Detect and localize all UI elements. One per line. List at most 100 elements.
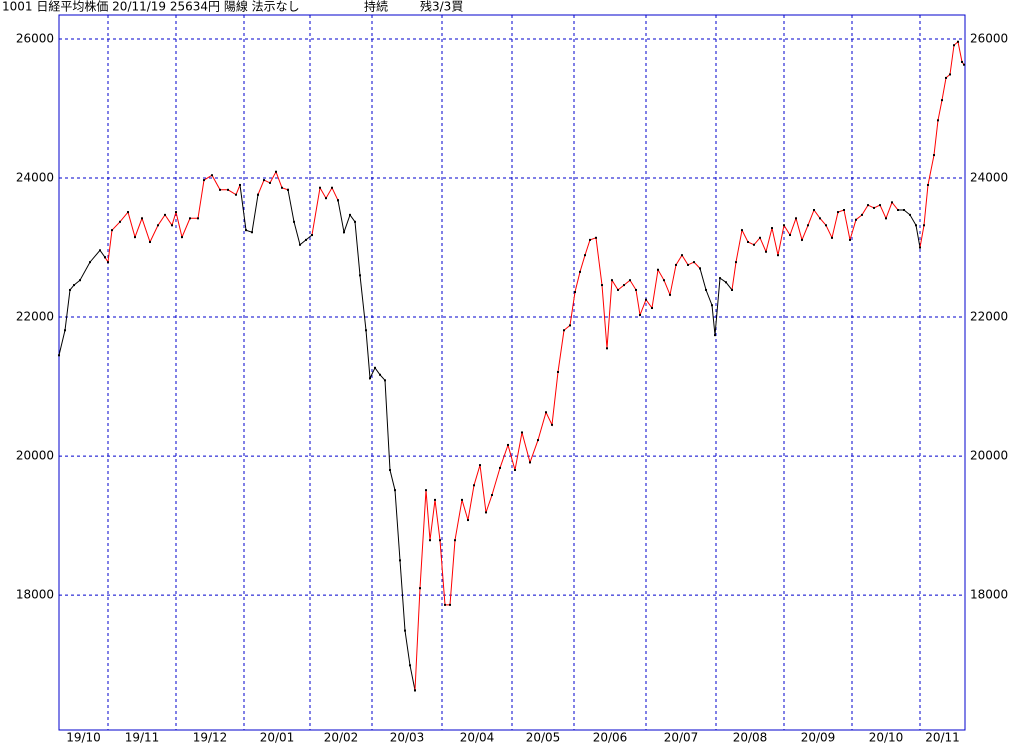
price-dot (765, 250, 767, 253)
price-dot (897, 209, 899, 211)
price-dot (941, 99, 943, 102)
y-tick-label: 26000 (16, 31, 54, 45)
price-dot (919, 246, 921, 249)
price-dot (927, 183, 929, 186)
price-dot (99, 249, 101, 252)
price-dot (731, 288, 733, 291)
price-dot (813, 209, 815, 211)
price-dot (354, 220, 356, 223)
price-dot (945, 76, 947, 79)
price-dot (293, 220, 295, 223)
price-dot (795, 217, 797, 220)
price-dot (211, 174, 213, 177)
price-dot (657, 268, 659, 271)
price-dot (384, 379, 386, 382)
y2-tick-label: 20000 (970, 449, 1008, 463)
price-dot (961, 60, 963, 63)
price-dot (595, 236, 597, 239)
price-dot (771, 227, 773, 230)
price-dot (349, 213, 351, 216)
price-dot (343, 231, 345, 234)
price-dot (467, 519, 469, 522)
plot-frame (58, 14, 966, 731)
price-dot (337, 199, 339, 202)
price-dot (687, 263, 689, 266)
price-dot (557, 370, 559, 373)
price-dot (203, 179, 205, 182)
price-dot (903, 209, 905, 211)
price-dot (867, 204, 869, 207)
price-dot (281, 186, 283, 189)
price-dot (629, 279, 631, 282)
price-dot (419, 587, 421, 590)
price-dot (611, 279, 613, 282)
price-dot (365, 329, 367, 332)
price-dot (141, 217, 143, 220)
x-tick-label: 20/08 (733, 731, 768, 745)
price-dot (425, 489, 427, 492)
price-dot (379, 373, 381, 376)
price-dot (134, 236, 136, 239)
price-dot (119, 220, 121, 223)
price-dot (693, 261, 695, 264)
price-dot (439, 539, 441, 542)
x-tick-label: 19/10 (66, 731, 101, 745)
price-dot (663, 279, 665, 282)
price-dot (171, 224, 173, 227)
price-dot (711, 304, 713, 307)
price-dot (681, 254, 683, 257)
price-dot (837, 211, 839, 214)
price-dot (574, 291, 576, 294)
price-dot (783, 224, 785, 227)
price-dot (449, 603, 451, 606)
price-dot (639, 313, 641, 316)
price-dot (819, 217, 821, 220)
y-tick-label: 20000 (16, 449, 54, 463)
x-tick-label: 19/11 (125, 731, 160, 745)
y2-tick-label: 26000 (970, 31, 1008, 45)
price-dot (584, 254, 586, 257)
price-dot (491, 494, 493, 497)
x-tick-label: 20/11 (925, 731, 960, 745)
price-dot (861, 213, 863, 216)
x-tick-label: 20/02 (324, 731, 359, 745)
x-tick-label: 20/01 (260, 731, 295, 745)
price-dot (319, 186, 321, 189)
y-tick-label: 24000 (16, 171, 54, 185)
price-dot (855, 218, 857, 221)
x-tick-label: 20/07 (664, 731, 699, 745)
price-dot (645, 298, 647, 301)
price-dot (311, 234, 313, 237)
price-dot (189, 217, 191, 220)
price-dot (374, 366, 376, 369)
price-dot (111, 229, 113, 232)
price-dot (937, 119, 939, 122)
price-dot (537, 439, 539, 442)
price-dot (635, 288, 637, 291)
price-dot (885, 217, 887, 220)
price-dot (69, 288, 71, 291)
x-tick-label: 20/09 (801, 731, 836, 745)
price-dot (257, 193, 259, 196)
price-dot (777, 254, 779, 257)
price-dot (923, 224, 925, 227)
price-dot (399, 559, 401, 562)
price-dot (197, 217, 199, 220)
price-dot (705, 288, 707, 291)
signal: 残3/3買 (420, 0, 463, 14)
price-dot (227, 188, 229, 191)
price-dot (287, 188, 289, 191)
price-dot (735, 261, 737, 264)
price-dot (759, 236, 761, 239)
price-dot (933, 154, 935, 157)
x-tick-label: 20/06 (593, 731, 628, 745)
price-dot (175, 211, 177, 214)
price-dot (219, 188, 221, 191)
price-dot (299, 243, 301, 246)
price-dot (251, 231, 253, 234)
x-tick-label: 19/12 (193, 731, 228, 745)
price-dot (617, 288, 619, 291)
price-dot (843, 209, 845, 211)
price-dot (149, 240, 151, 243)
